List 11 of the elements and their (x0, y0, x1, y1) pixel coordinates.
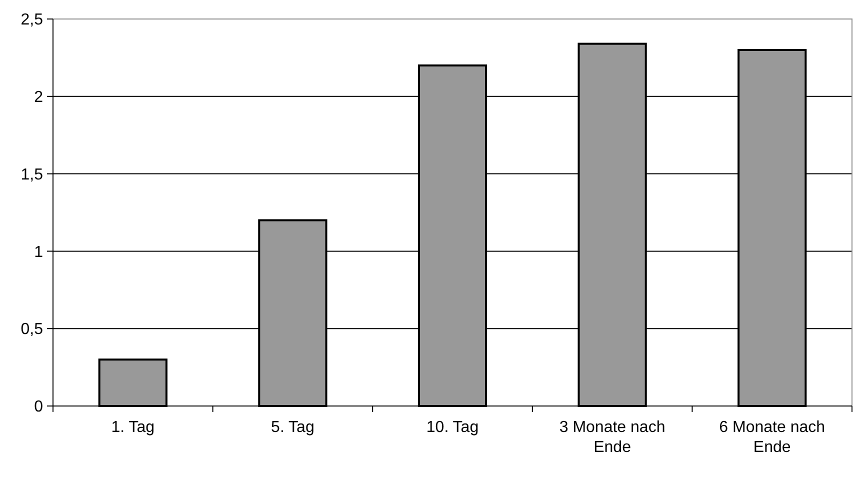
y-tick-label: 1 (34, 244, 44, 261)
y-tick-label: 2,5 (20, 12, 44, 29)
y-tick-label: 0,5 (20, 321, 44, 338)
y-tick-label: 1,5 (20, 166, 44, 184)
x-tick-label: 1. Tag (111, 419, 155, 436)
x-tick-label: 10. Tag (426, 419, 479, 436)
y-tick-label: 0 (34, 398, 44, 416)
x-tick-label: 5. Tag (271, 419, 314, 436)
x-tick-label: 6 Monate nach Ende (719, 419, 826, 456)
y-tick-label: 2 (34, 89, 44, 106)
x-tick-label: 3 Monate nach Ende (559, 419, 666, 456)
